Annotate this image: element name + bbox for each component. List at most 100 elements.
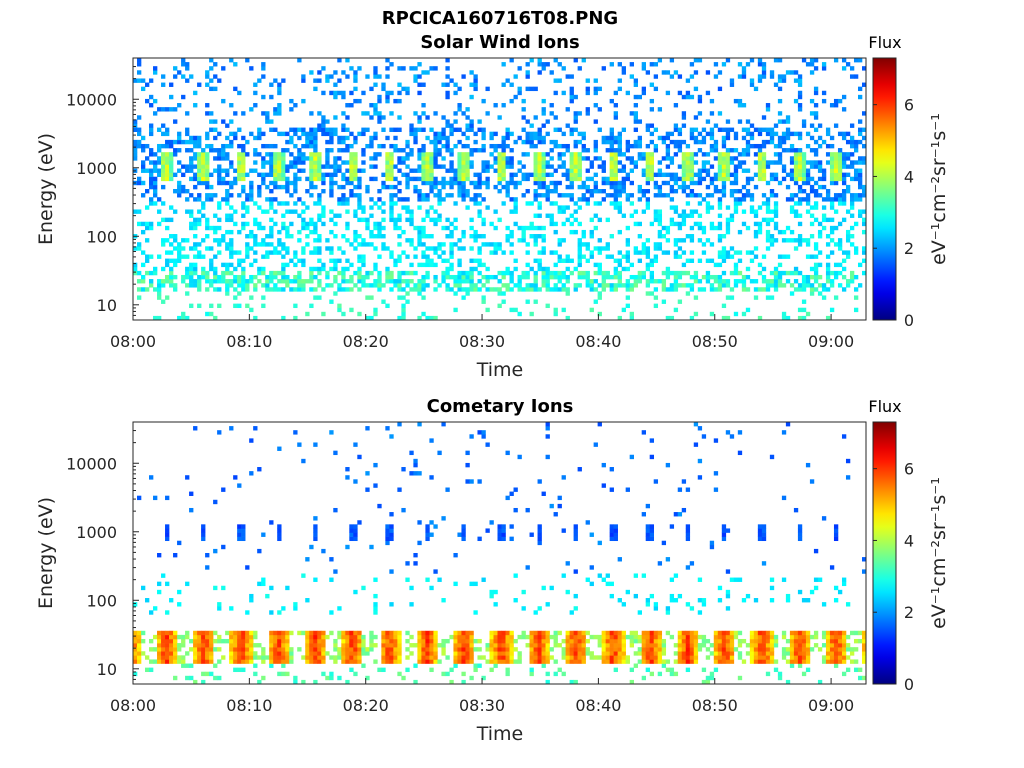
heatmap-cell <box>277 659 282 664</box>
heatmap-cell <box>173 209 178 214</box>
heatmap-cell <box>753 160 759 165</box>
heatmap-cell <box>373 659 378 664</box>
heatmap-cell <box>193 103 198 108</box>
heatmap-cell <box>805 254 811 259</box>
heatmap-cell <box>497 176 502 182</box>
heatmap-cell <box>593 156 598 161</box>
heatmap-cell <box>361 90 366 96</box>
heatmap-cell <box>537 528 542 533</box>
heatmap-cell <box>489 643 494 648</box>
heatmap-cell <box>541 659 546 664</box>
heatmap-cell <box>305 651 310 656</box>
heatmap-cell <box>673 205 679 210</box>
heatmap-cell <box>257 279 262 284</box>
heatmap-cell <box>181 659 186 664</box>
heatmap-cell <box>205 225 210 231</box>
heatmap-cell <box>697 258 703 263</box>
heatmap-cell <box>157 172 162 178</box>
heatmap-cell <box>729 82 735 87</box>
heatmap-cell <box>365 270 370 276</box>
heatmap-cell <box>565 168 570 173</box>
heatmap-cell <box>701 152 707 157</box>
heatmap-cell <box>797 242 803 247</box>
heatmap-cell <box>861 258 867 263</box>
heatmap-cell <box>809 111 815 116</box>
heatmap-cell <box>289 193 294 198</box>
heatmap-cell <box>313 156 318 161</box>
heatmap-cell <box>693 135 699 141</box>
heatmap-cell <box>149 254 154 259</box>
heatmap-cell <box>697 238 703 243</box>
heatmap-cell <box>269 659 274 664</box>
heatmap-cell <box>565 630 570 636</box>
heatmap-cell <box>569 90 574 96</box>
heatmap-cell <box>177 139 182 145</box>
heatmap-cell <box>201 647 206 652</box>
heatmap-cell <box>213 127 218 132</box>
heatmap-cell <box>177 315 182 321</box>
heatmap-cell <box>581 135 586 141</box>
heatmap-cell <box>281 184 286 190</box>
heatmap-cell <box>533 270 538 276</box>
heatmap-cell <box>589 193 594 198</box>
heatmap-cell <box>489 274 494 280</box>
heatmap-cell <box>537 168 542 173</box>
heatmap-cell <box>513 598 518 603</box>
heatmap-cell <box>373 483 378 488</box>
heatmap-cell <box>553 115 558 120</box>
heatmap-cell <box>433 156 438 161</box>
heatmap-cell <box>177 189 182 194</box>
heatmap-cell <box>389 655 394 660</box>
heatmap-cell <box>421 647 426 652</box>
heatmap-cell <box>413 643 418 648</box>
heatmap-cell <box>841 274 847 280</box>
heatmap-cell <box>553 139 558 145</box>
heatmap-cell <box>821 172 827 178</box>
heatmap-cell <box>469 152 474 157</box>
heatmap-cell <box>205 553 210 558</box>
heatmap-cell <box>357 217 362 223</box>
heatmap-cell <box>481 131 486 137</box>
heatmap-cell <box>277 86 282 92</box>
heatmap-cell <box>741 221 747 227</box>
heatmap-cell <box>501 532 506 537</box>
heatmap-cell <box>413 139 418 145</box>
heatmap-cell <box>321 90 326 96</box>
heatmap-cell <box>481 655 486 660</box>
heatmap-cell <box>801 307 807 313</box>
heatmap-cell <box>681 176 687 182</box>
heatmap-cell <box>777 262 783 268</box>
heatmap-cell <box>137 143 142 149</box>
heatmap-cell <box>821 66 827 71</box>
heatmap-cell <box>557 274 562 280</box>
heatmap-cell <box>697 176 703 182</box>
heatmap-cell <box>793 78 799 83</box>
heatmap-cell <box>661 193 667 198</box>
heatmap-cell <box>397 279 402 284</box>
heatmap-cell <box>613 168 618 173</box>
heatmap-cell <box>757 287 763 292</box>
heatmap-cell <box>801 176 807 182</box>
heatmap-cell <box>309 287 314 292</box>
heatmap-cell <box>425 524 430 529</box>
heatmap-cell <box>681 180 687 186</box>
heatmap-cell <box>529 634 534 640</box>
heatmap-cell <box>561 221 566 227</box>
heatmap-cell <box>365 426 370 431</box>
heatmap-cell <box>345 74 350 79</box>
heatmap-cell <box>277 229 282 235</box>
heatmap-cell <box>253 103 258 108</box>
heatmap-cell <box>485 266 490 272</box>
heatmap-cell <box>813 111 819 116</box>
heatmap-cell <box>265 250 270 255</box>
heatmap-cell <box>609 62 614 67</box>
heatmap-cell <box>485 205 490 210</box>
heatmap-cell <box>357 454 362 460</box>
heatmap-cell <box>433 315 438 321</box>
heatmap-cell <box>537 250 542 255</box>
heatmap-cell <box>817 221 823 227</box>
heatmap-cell <box>209 119 214 124</box>
heatmap-cell <box>757 225 763 231</box>
heatmap-cell <box>253 221 258 227</box>
heatmap-cell <box>149 279 154 284</box>
